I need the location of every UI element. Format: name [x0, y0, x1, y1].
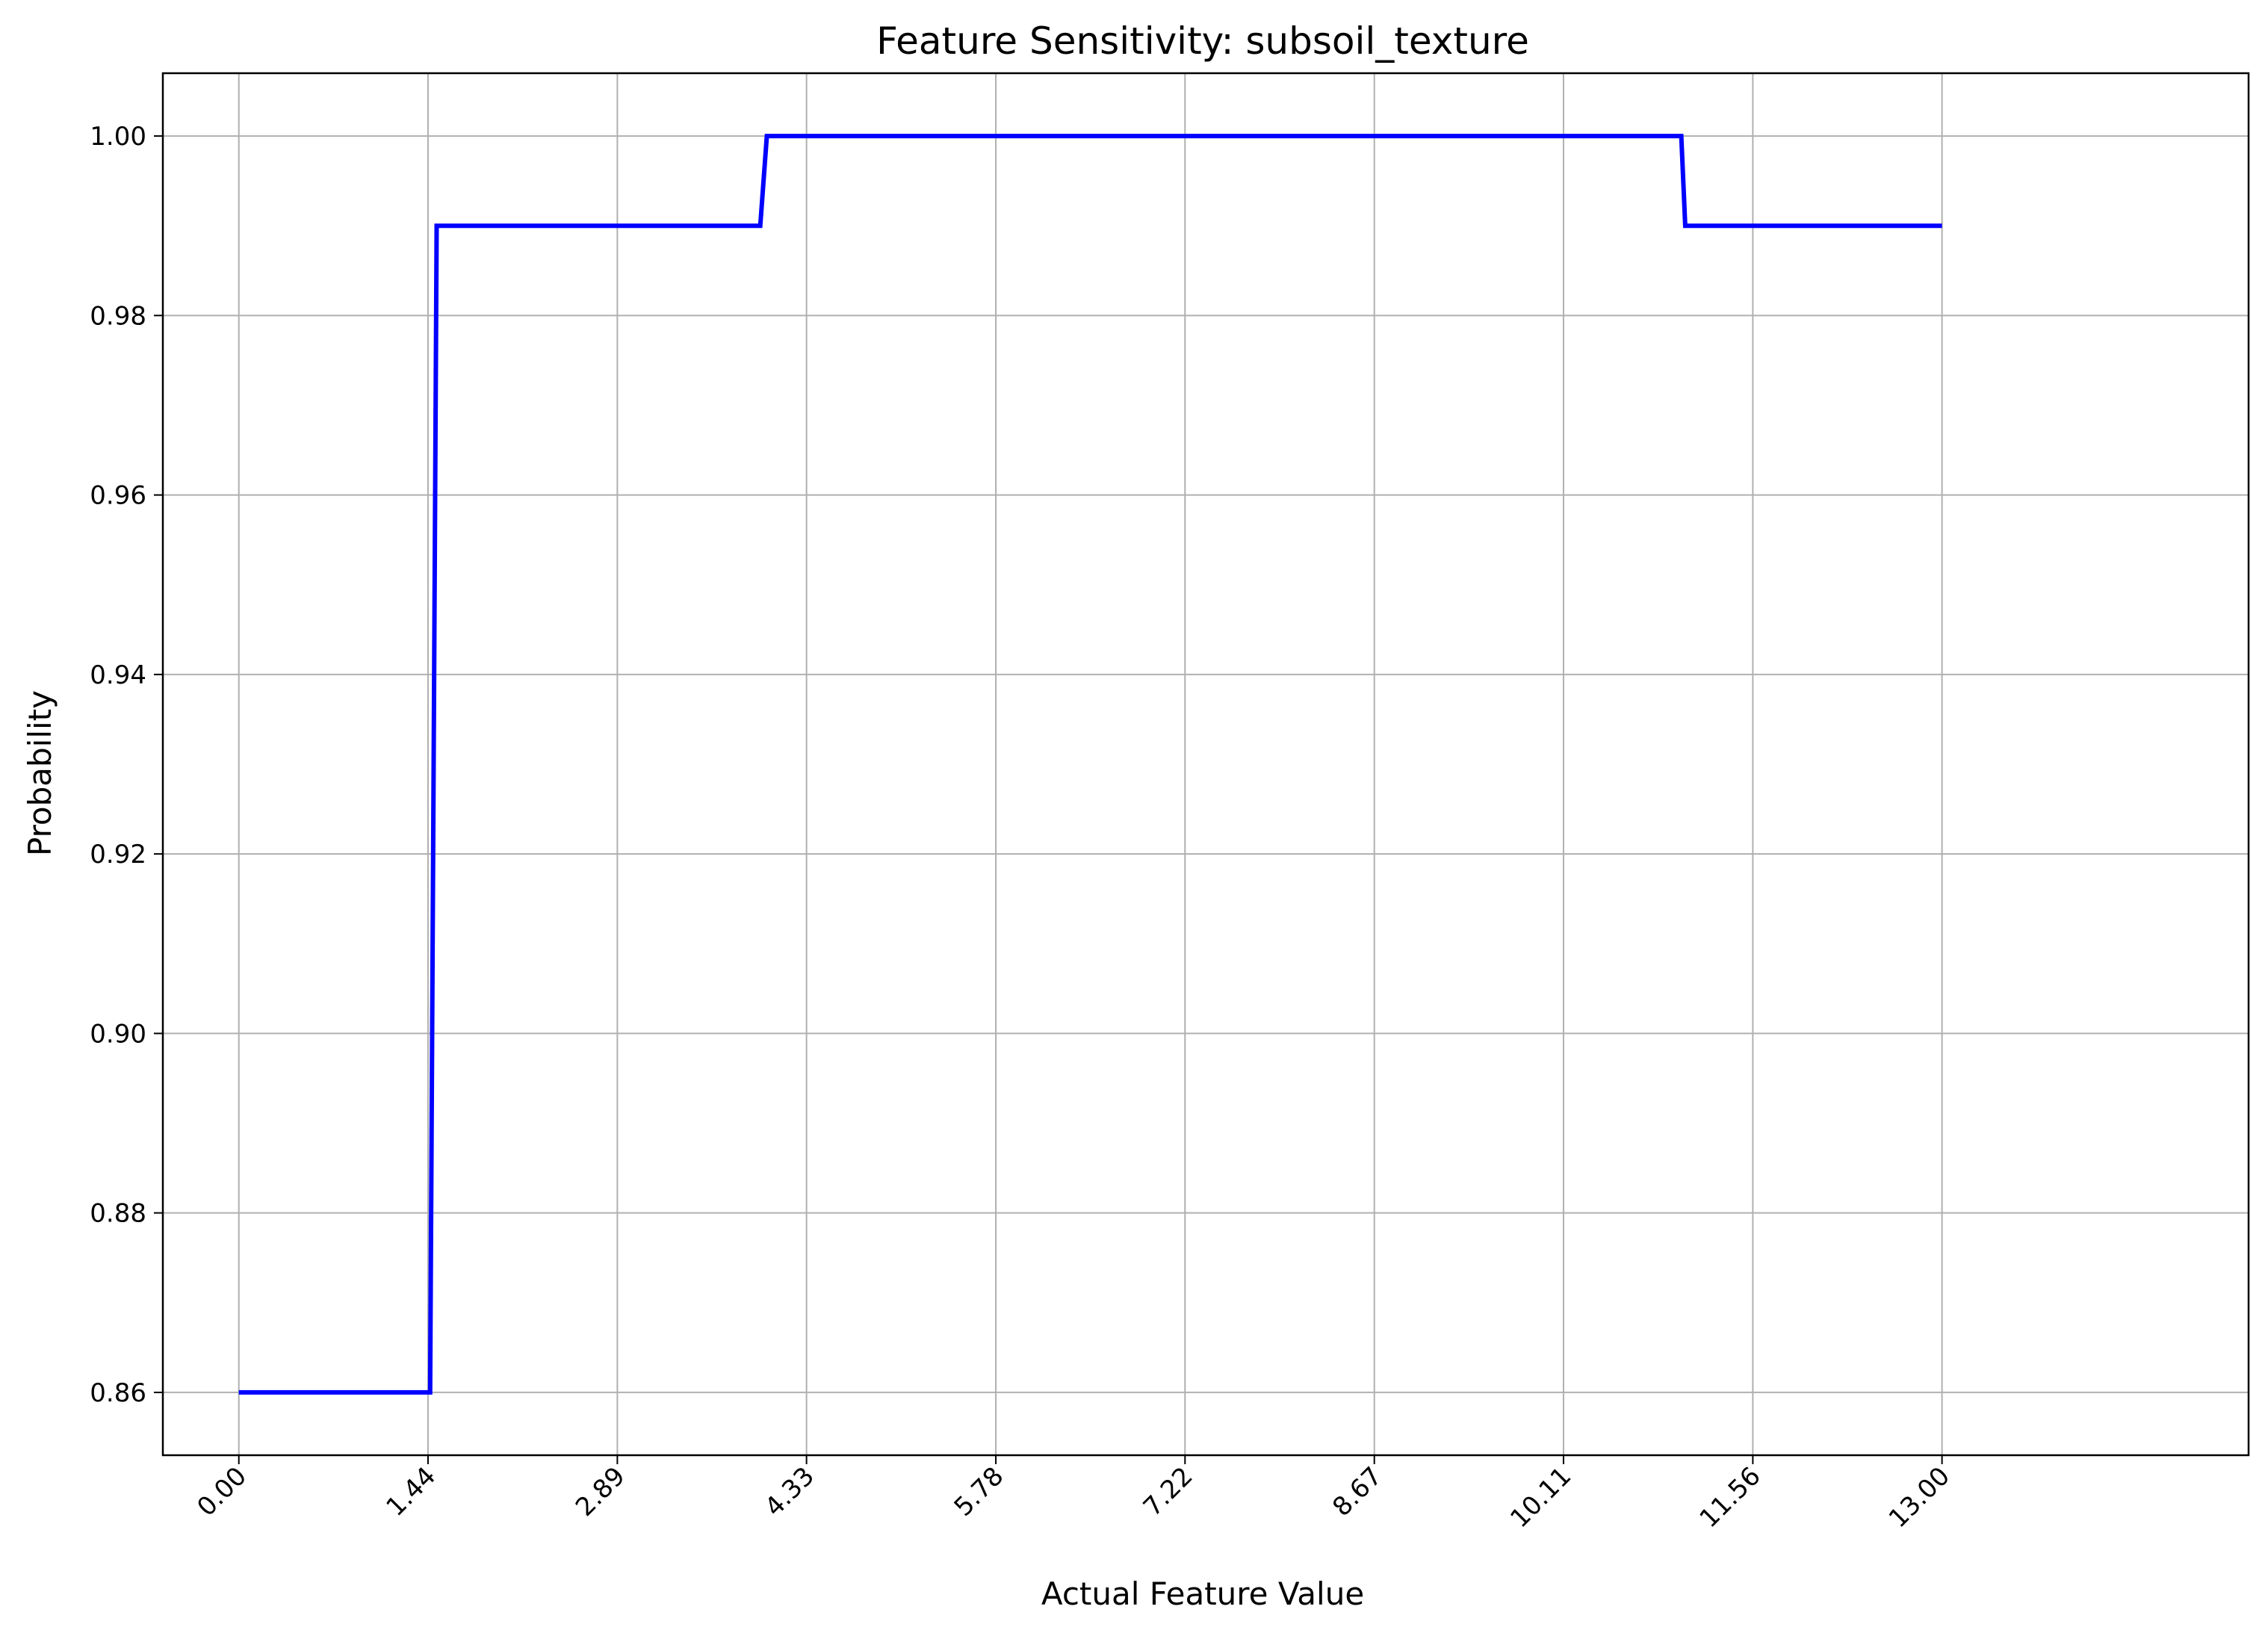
- y-tick-label: 0.92: [90, 840, 146, 870]
- y-tick-label: 1.00: [90, 122, 146, 152]
- y-tick-label: 0.94: [90, 660, 146, 690]
- y-tick-label: 0.90: [90, 1019, 146, 1049]
- y-tick-label: 0.88: [90, 1199, 146, 1229]
- data-line-layer: [238, 134, 1942, 1395]
- y-axis-label: Probability: [22, 690, 58, 856]
- chart-title: Feature Sensitivity: subsoil_texture: [876, 19, 1529, 63]
- data-line-series-0: [238, 134, 1942, 1395]
- y-tick-label: 0.96: [90, 481, 146, 511]
- y-tick-label: 0.86: [90, 1378, 146, 1408]
- plot-frame: [161, 72, 2250, 1457]
- x-axis-label: Actual Feature Value: [1041, 1575, 1364, 1612]
- y-tick-label: 0.98: [90, 301, 146, 331]
